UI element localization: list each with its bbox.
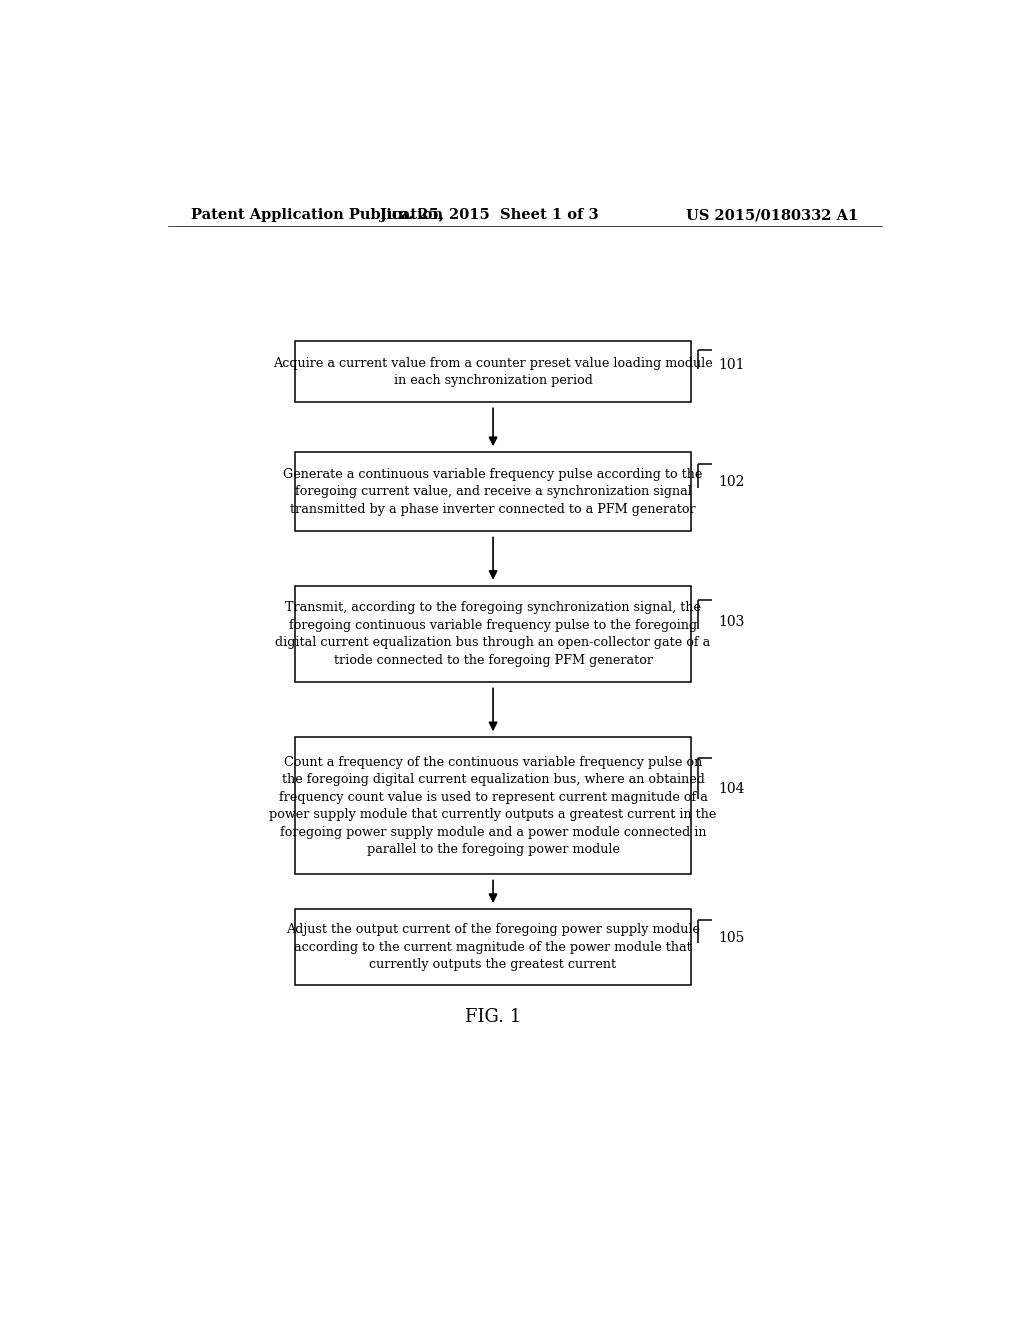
Text: Adjust the output current of the foregoing power supply module
according to the : Adjust the output current of the foregoi… [286,923,700,972]
Text: 102: 102 [719,475,744,490]
Bar [295,342,691,403]
Text: Generate a continuous variable frequency pulse according to the
foregoing curren: Generate a continuous variable frequency… [284,467,702,516]
Text: US 2015/0180332 A1: US 2015/0180332 A1 [686,209,858,222]
Text: Jun. 25, 2015  Sheet 1 of 3: Jun. 25, 2015 Sheet 1 of 3 [380,209,598,222]
Text: 104: 104 [719,783,744,796]
Bar [295,738,691,874]
Text: FIG. 1: FIG. 1 [465,1008,521,1026]
Text: Count a frequency of the continuous variable frequency pulse on
the foregoing di: Count a frequency of the continuous vari… [269,755,717,857]
Text: 103: 103 [719,615,744,630]
Text: Transmit, according to the foregoing synchronization signal, the
foregoing conti: Transmit, according to the foregoing syn… [275,602,711,667]
Text: Patent Application Publication: Patent Application Publication [191,209,443,222]
Bar [295,453,691,532]
Bar [295,586,691,682]
Text: Acquire a current value from a counter preset value loading module
in each synch: Acquire a current value from a counter p… [273,356,713,387]
Bar [295,909,691,985]
Text: 105: 105 [719,931,744,945]
Text: 101: 101 [719,358,744,371]
